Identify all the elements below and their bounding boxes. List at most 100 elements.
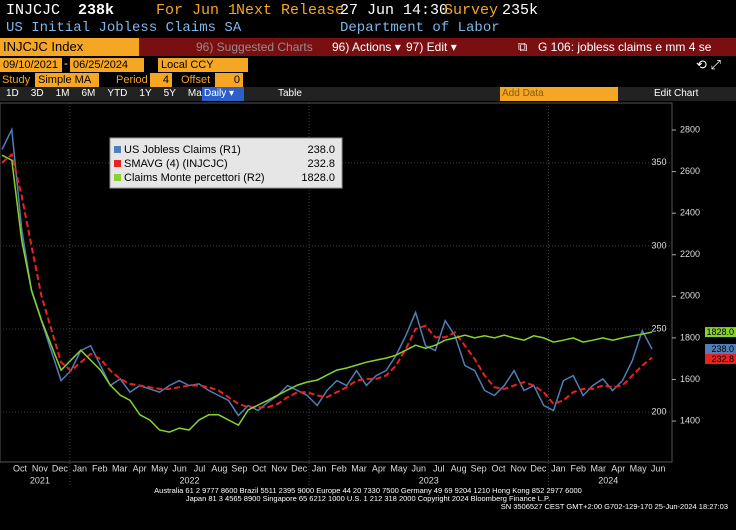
menu-bar [0,38,736,56]
offset[interactable]: 0 [215,73,243,87]
y-tick-label: 250 [651,323,666,333]
x-tick-label: May [630,463,648,473]
x-tick-label: Jun [412,463,427,473]
value-tag-label: 1828.0 [706,327,734,337]
add-data[interactable]: Add Data [500,87,618,101]
range-button[interactable]: 5Y [163,88,176,99]
edit-menu[interactable]: 97) Edit ▾ [406,40,457,54]
currency[interactable]: Local CCY [158,58,248,72]
year-label: 2021 [30,475,50,485]
x-tick-label: Feb [92,463,108,473]
y2-tick-label: 2400 [680,208,700,218]
x-tick-label: Oct [13,463,28,473]
series-line [1,154,653,433]
x-tick-label: Nov [510,463,527,473]
value-tag-label: 232.8 [711,354,734,364]
source: Department of Labor [340,20,500,36]
year-label: 2023 [419,475,439,485]
x-tick-label: Apr [611,463,625,473]
y2-tick-label: 2600 [680,166,700,176]
period-label: Period [116,74,148,86]
ticker: INJCJC [6,2,61,19]
x-tick-label: May [151,463,169,473]
security-name: US Initial Jobless Claims SA [6,20,242,36]
x-tick-label: Feb [331,463,347,473]
survey-label: Survey [444,2,499,19]
legend-value: 238.0 [307,144,335,156]
next-release-label: Next Release [236,2,345,19]
x-tick-label: Nov [271,463,288,473]
start-date[interactable]: 09/10/2021 [0,58,62,72]
x-tick-label: Aug [211,463,227,473]
study[interactable]: Simple MA [35,73,99,87]
table-button[interactable]: Table [278,88,302,99]
y2-tick-label: 1800 [680,332,700,342]
footer-line: SN 3506527 CEST GMT+2:00 G702-129-170 25… [500,502,728,511]
y2-tick-label: 1400 [680,415,700,425]
value-tag-label: 238.0 [711,344,734,354]
y2-tick-label: 1600 [680,374,700,384]
footer-line: Australia 61 2 9777 8600 Brazil 5511 239… [154,486,582,495]
range-button[interactable]: 1D [6,88,19,99]
x-tick-label: Feb [571,463,587,473]
chart-name[interactable]: G 106: jobless claims e mm 4 se [538,40,712,54]
value-tag [705,353,736,364]
x-tick-label: Sep [231,463,247,473]
range-button[interactable]: YTD [107,88,128,99]
range-button[interactable]: Max [187,88,207,99]
x-tick-label: Jun [651,463,666,473]
legend: US Jobless Claims (R1) 238.0 SMAVG (4) (IN… [109,137,343,189]
for-label: For Jun 1 [156,2,238,19]
x-tick-label: Jan [312,463,327,473]
actions-menu[interactable]: 96) Actions ▾ [332,40,401,54]
survey: 235k [502,2,539,19]
x-tick-label: Sep [471,463,487,473]
legend-swatch [114,174,121,181]
range-buttons: 1D 3D 1M 6M YTD 1Y 5Y Max [6,88,219,100]
footer-line: Japan 81 3 4565 8900 Singapore 65 6212 1… [185,494,551,503]
legend-entry: US Jobless Claims (R1) [124,144,241,156]
x-tick-label: Mar [112,463,128,473]
x-tick-label: Dec [291,463,308,473]
value-tag [705,343,736,354]
x-tick-label: Mar [591,463,607,473]
x-tick-label: May [390,463,408,473]
x-tick-label: Apr [372,463,386,473]
suggested-charts[interactable]: 96) Suggested Charts [196,40,313,54]
x-tick-label: Jan [551,463,566,473]
next-release: 27 Jun 14:30 [340,2,449,19]
legend-box [109,137,343,189]
x-tick-label: Dec [52,463,69,473]
x-tick-label: Jun [172,463,187,473]
x-tick-label: Aug [451,463,467,473]
offset-label: Offset [181,74,211,86]
x-tick-label: Nov [32,463,49,473]
range-button[interactable]: 1M [55,88,70,99]
undo-icons[interactable]: ⟲ ⤢ [696,57,721,72]
frequency[interactable]: Daily ▾ [202,87,244,101]
legend-swatch [114,160,121,167]
x-tick-label: Jan [73,463,88,473]
y-tick-label: 300 [651,240,666,250]
x-tick-label: Mar [351,463,367,473]
range-button[interactable]: 3D [30,88,44,99]
range-button[interactable]: 6M [81,88,96,99]
y2-tick-label: 2200 [680,249,700,259]
security-field[interactable]: INJCJC Index [0,38,139,56]
year-label: 2024 [598,475,618,485]
x-tick-label: Apr [133,463,147,473]
legend-value: 1828.0 [301,172,335,184]
series-line [1,152,653,409]
y2-tick-label: 2000 [680,291,700,301]
end-date[interactable]: 06/25/2024 [70,58,144,72]
x-tick-label: Jul [433,463,445,473]
study-label: Study [2,74,31,86]
edit-chart[interactable]: Edit Chart [654,88,699,99]
y-tick-label: 350 [651,157,666,167]
year-label: 2022 [179,475,199,485]
period[interactable]: 4 [150,73,172,87]
range-button[interactable]: 1Y [139,88,152,99]
legend-entry: SMAVG (4) (INJCJC) [124,158,228,170]
x-tick-label: Dec [530,463,547,473]
